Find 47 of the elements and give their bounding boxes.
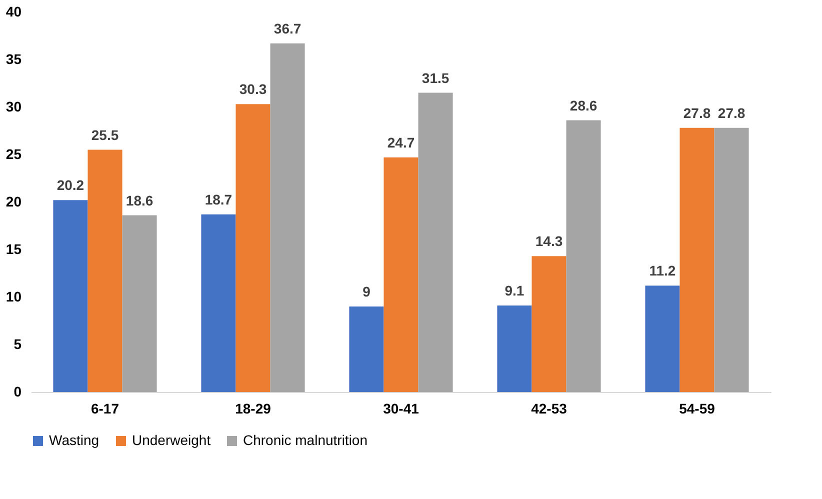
data-label: 28.6 — [570, 97, 598, 114]
y-tick-label: 35 — [6, 51, 22, 67]
bar — [497, 306, 532, 392]
y-tick-label: 20 — [6, 194, 22, 210]
y-tick-label: 0 — [14, 384, 22, 400]
legend-label: Chronic malnutrition — [243, 432, 368, 448]
data-label: 25.5 — [91, 126, 119, 143]
bar — [384, 157, 418, 392]
x-tick-label: 18-29 — [235, 400, 272, 416]
bar — [645, 286, 680, 392]
data-label: 9.1 — [504, 282, 524, 299]
bar — [349, 306, 384, 392]
bar — [566, 120, 601, 392]
legend-label: Wasting — [49, 432, 100, 448]
data-label: 36.7 — [274, 20, 302, 36]
data-label: 27.8 — [718, 104, 746, 121]
y-tick-label: 15 — [6, 241, 22, 257]
bar — [680, 128, 714, 392]
y-tick-label: 5 — [14, 336, 22, 352]
x-tick-label: 54-59 — [679, 400, 716, 416]
bar — [418, 92, 453, 392]
x-tick-label: 30-41 — [383, 400, 420, 416]
data-label: 30.3 — [239, 81, 267, 98]
data-label: 20.2 — [56, 177, 84, 194]
bar — [88, 150, 122, 392]
bar — [714, 128, 749, 392]
y-tick-label: 25 — [6, 146, 22, 162]
data-label: 9 — [362, 284, 371, 300]
y-tick-label: 40 — [6, 4, 22, 20]
y-tick-label: 10 — [6, 288, 22, 304]
bar — [53, 200, 88, 392]
data-label: 27.8 — [683, 104, 711, 121]
data-label: 31.5 — [422, 70, 450, 86]
data-label: 14.3 — [535, 233, 563, 250]
x-tick-label: 6-17 — [90, 400, 120, 416]
data-label: 18.7 — [204, 191, 232, 208]
data-label: 11.2 — [649, 262, 676, 279]
bar — [122, 215, 157, 392]
legend-label: Underweight — [132, 432, 211, 448]
bar — [270, 43, 305, 392]
data-label: 24.7 — [387, 134, 415, 150]
x-tick-label: 42-53 — [531, 400, 568, 416]
bar — [532, 256, 566, 392]
bar — [236, 104, 270, 392]
data-label: 18.6 — [126, 192, 154, 208]
bar — [201, 214, 236, 392]
y-tick-label: 30 — [6, 98, 22, 114]
